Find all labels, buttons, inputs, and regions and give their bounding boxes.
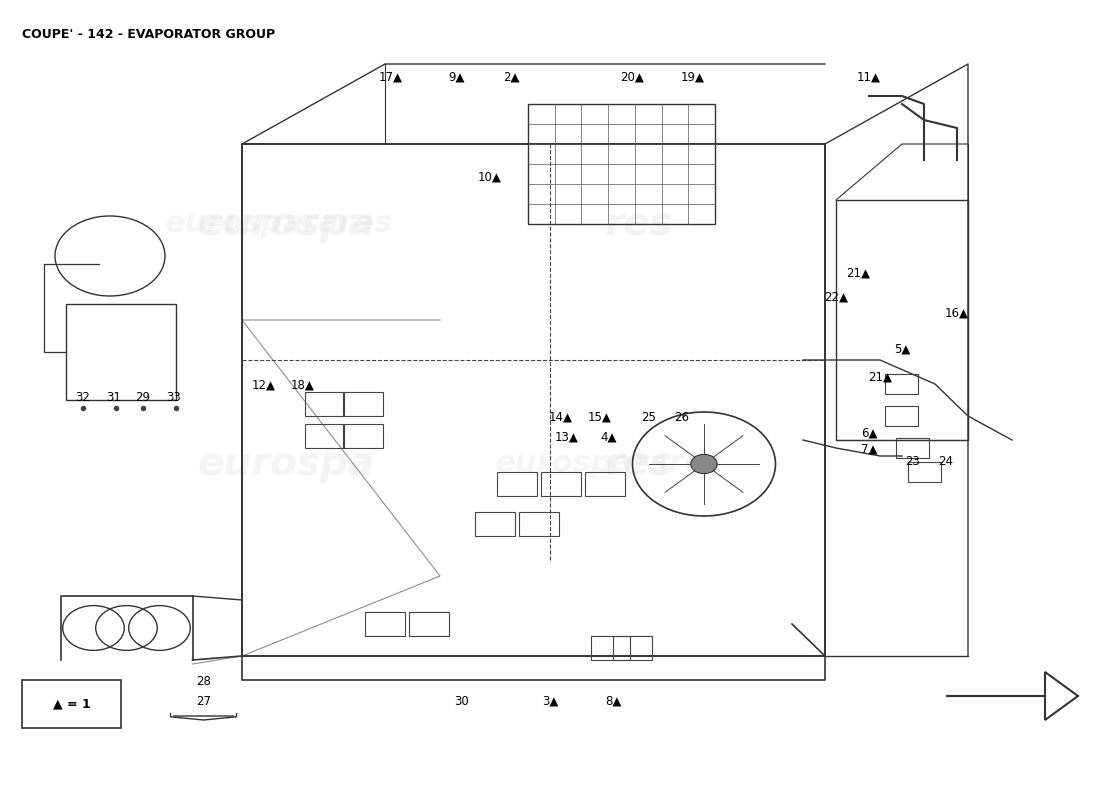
- Bar: [591, 636, 630, 660]
- Text: 20▲: 20▲: [620, 71, 645, 84]
- Text: eurosparares: eurosparares: [165, 210, 394, 238]
- Text: 26: 26: [674, 411, 690, 424]
- Text: eurospa: eurospa: [198, 445, 375, 483]
- Text: 29: 29: [135, 391, 151, 404]
- Text: 10▲: 10▲: [477, 171, 502, 184]
- Text: 32: 32: [75, 391, 90, 404]
- Bar: [365, 612, 405, 636]
- Bar: [343, 424, 383, 448]
- Text: 6▲: 6▲: [860, 427, 878, 440]
- Text: 9▲: 9▲: [449, 71, 464, 84]
- Bar: [613, 636, 652, 660]
- Text: 33: 33: [166, 391, 182, 404]
- Text: 25: 25: [641, 411, 657, 424]
- Bar: [528, 104, 715, 224]
- Text: 18▲: 18▲: [290, 379, 315, 392]
- Text: 7▲: 7▲: [860, 443, 878, 456]
- Bar: [66, 304, 176, 400]
- Text: ▲ = 1: ▲ = 1: [53, 698, 90, 710]
- Bar: [585, 472, 625, 496]
- Bar: [519, 512, 559, 536]
- Bar: [305, 424, 344, 448]
- Text: 12▲: 12▲: [252, 379, 276, 392]
- Text: 13▲: 13▲: [554, 431, 579, 444]
- Text: res: res: [605, 445, 673, 483]
- Bar: [409, 612, 449, 636]
- Bar: [836, 200, 968, 440]
- Text: 27: 27: [196, 695, 211, 708]
- Text: 15▲: 15▲: [587, 411, 612, 424]
- Bar: [305, 392, 344, 416]
- Text: 21▲: 21▲: [846, 267, 870, 280]
- Bar: [475, 512, 515, 536]
- Text: 19▲: 19▲: [681, 71, 705, 84]
- Text: 28: 28: [196, 675, 211, 688]
- Bar: [896, 438, 929, 458]
- Text: res: res: [605, 205, 673, 243]
- Circle shape: [691, 454, 717, 474]
- Bar: [22, 680, 121, 728]
- Bar: [343, 392, 383, 416]
- Bar: [886, 374, 918, 394]
- Bar: [908, 462, 940, 482]
- Text: 21▲: 21▲: [868, 371, 892, 384]
- Text: 2▲: 2▲: [504, 71, 519, 84]
- Text: eurospa: eurospa: [198, 205, 375, 243]
- Text: 22▲: 22▲: [824, 291, 848, 304]
- Text: 17▲: 17▲: [378, 71, 403, 84]
- Bar: [886, 406, 918, 426]
- Text: 16▲: 16▲: [945, 307, 969, 320]
- Text: 11▲: 11▲: [857, 71, 881, 84]
- Text: 14▲: 14▲: [549, 411, 573, 424]
- Text: 4▲: 4▲: [601, 431, 617, 444]
- Text: 23: 23: [905, 455, 921, 468]
- Text: 8▲: 8▲: [606, 695, 621, 708]
- Bar: [497, 472, 537, 496]
- Text: eurosparares: eurosparares: [495, 450, 724, 478]
- Text: 30: 30: [454, 695, 470, 708]
- Text: 5▲: 5▲: [894, 343, 910, 356]
- Polygon shape: [946, 672, 1078, 720]
- Text: 31: 31: [106, 391, 121, 404]
- Text: 3▲: 3▲: [542, 695, 558, 708]
- Bar: [541, 472, 581, 496]
- Text: COUPE' - 142 - EVAPORATOR GROUP: COUPE' - 142 - EVAPORATOR GROUP: [22, 28, 275, 41]
- Text: 24: 24: [938, 455, 954, 468]
